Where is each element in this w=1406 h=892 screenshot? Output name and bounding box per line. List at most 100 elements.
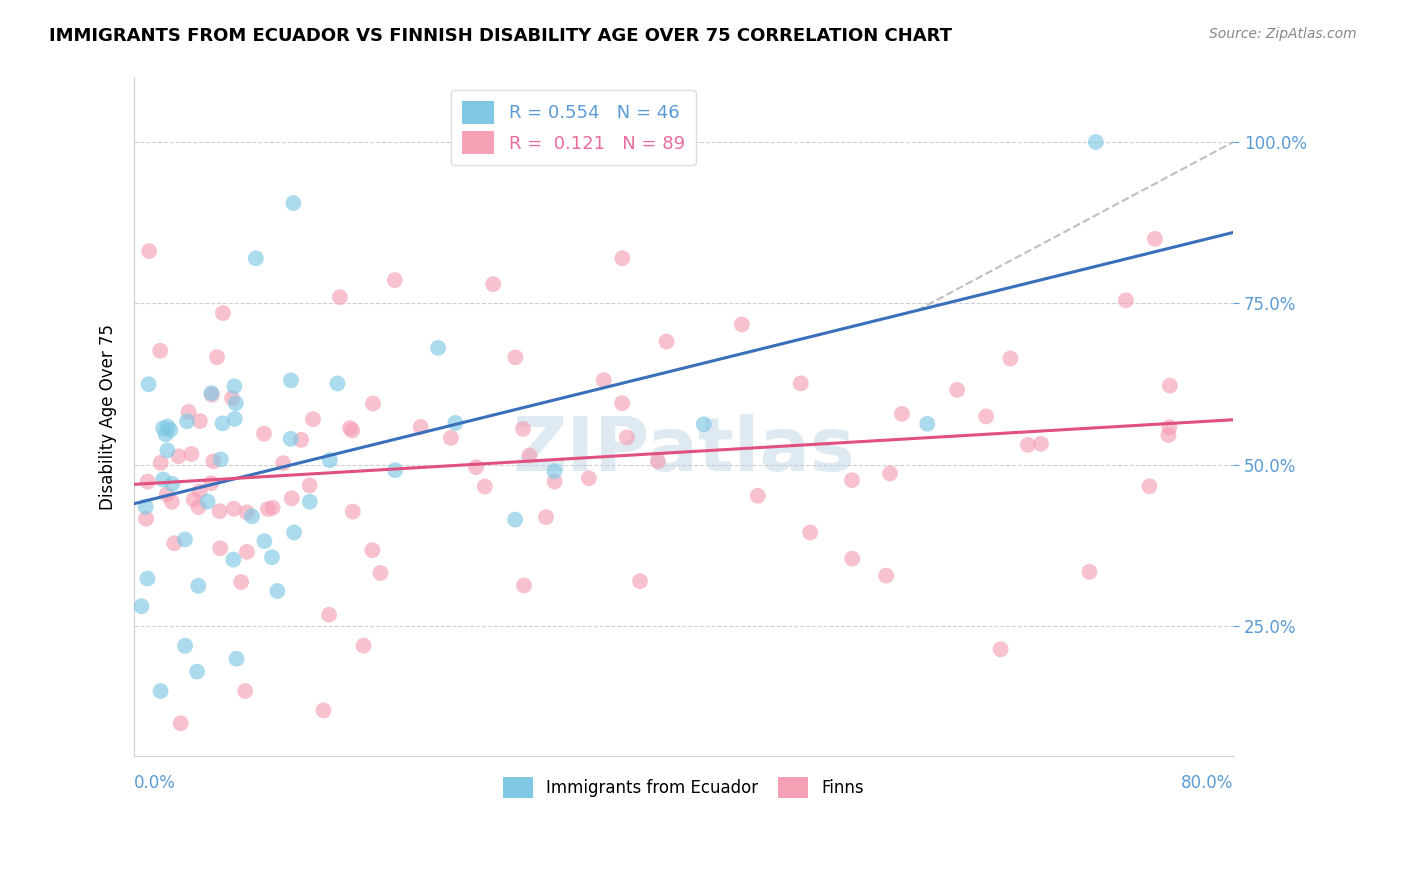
Point xyxy=(224,412,246,426)
Point xyxy=(1078,565,1101,579)
Point xyxy=(1115,293,1137,308)
Point xyxy=(1084,135,1107,149)
Point xyxy=(135,500,157,514)
Point xyxy=(152,421,174,435)
Point xyxy=(512,422,534,436)
Point xyxy=(628,574,651,589)
Point xyxy=(990,642,1012,657)
Point xyxy=(747,489,769,503)
Point xyxy=(361,396,384,410)
Y-axis label: Disability Age Over 75: Disability Age Over 75 xyxy=(100,324,117,509)
Point xyxy=(917,417,939,431)
Point xyxy=(152,473,174,487)
Point xyxy=(353,639,375,653)
Point xyxy=(409,420,432,434)
Point xyxy=(167,449,190,463)
Point xyxy=(236,505,259,519)
Point xyxy=(205,350,228,364)
Point xyxy=(149,343,172,358)
Point xyxy=(544,475,567,489)
Point xyxy=(202,454,225,468)
Point xyxy=(329,290,352,304)
Legend: Immigrants from Ecuador, Finns: Immigrants from Ecuador, Finns xyxy=(496,770,870,805)
Point xyxy=(212,306,235,320)
Point xyxy=(257,502,280,516)
Point xyxy=(474,479,496,493)
Point xyxy=(177,405,200,419)
Point xyxy=(221,391,243,405)
Text: IMMIGRANTS FROM ECUADOR VS FINNISH DISABILITY AGE OVER 75 CORRELATION CHART: IMMIGRANTS FROM ECUADOR VS FINNISH DISAB… xyxy=(49,27,952,45)
Point xyxy=(225,651,247,665)
Point xyxy=(156,487,179,501)
Point xyxy=(1143,232,1166,246)
Point xyxy=(200,386,222,401)
Point xyxy=(1159,378,1181,392)
Point xyxy=(655,334,678,349)
Point xyxy=(875,568,897,582)
Point xyxy=(1017,438,1039,452)
Point xyxy=(693,417,716,432)
Text: ZIPatlas: ZIPatlas xyxy=(512,414,855,487)
Point xyxy=(319,453,342,467)
Point xyxy=(266,584,288,599)
Point xyxy=(180,447,202,461)
Point xyxy=(879,467,901,481)
Point xyxy=(1137,479,1160,493)
Point xyxy=(138,377,160,392)
Point xyxy=(233,684,256,698)
Point xyxy=(482,277,505,292)
Point xyxy=(340,424,363,438)
Point xyxy=(163,536,186,550)
Point xyxy=(384,463,406,477)
Point xyxy=(1159,420,1181,434)
Point xyxy=(149,684,172,698)
Point xyxy=(262,500,284,515)
Point xyxy=(135,511,157,525)
Point xyxy=(160,495,183,509)
Point xyxy=(503,513,526,527)
Point xyxy=(283,196,305,211)
Point xyxy=(799,525,821,540)
Point xyxy=(974,409,997,424)
Point xyxy=(440,431,463,445)
Point xyxy=(253,426,276,441)
Point xyxy=(298,478,321,492)
Point xyxy=(187,579,209,593)
Point xyxy=(427,341,450,355)
Point xyxy=(592,373,614,387)
Point xyxy=(342,505,364,519)
Point xyxy=(339,421,361,435)
Text: 0.0%: 0.0% xyxy=(134,774,176,792)
Point xyxy=(280,373,302,387)
Point xyxy=(209,541,232,556)
Point xyxy=(138,244,160,259)
Point xyxy=(505,351,527,365)
Point xyxy=(155,427,177,442)
Point xyxy=(298,495,321,509)
Point xyxy=(841,473,863,487)
Point xyxy=(245,252,267,266)
Point xyxy=(370,566,392,580)
Point xyxy=(236,545,259,559)
Point xyxy=(281,491,304,506)
Point xyxy=(187,500,209,514)
Point xyxy=(534,510,557,524)
Point xyxy=(384,273,406,287)
Point xyxy=(543,464,565,478)
Point xyxy=(188,414,211,428)
Point xyxy=(731,318,754,332)
Point xyxy=(186,665,208,679)
Point xyxy=(253,534,276,549)
Point xyxy=(318,607,340,622)
Point xyxy=(183,492,205,507)
Point xyxy=(201,388,224,402)
Point xyxy=(465,460,488,475)
Text: 80.0%: 80.0% xyxy=(1181,774,1233,792)
Point xyxy=(302,412,325,426)
Point xyxy=(174,639,197,653)
Point xyxy=(290,433,312,447)
Point xyxy=(1000,351,1022,366)
Point xyxy=(225,396,247,410)
Point xyxy=(240,509,263,524)
Point xyxy=(361,543,384,558)
